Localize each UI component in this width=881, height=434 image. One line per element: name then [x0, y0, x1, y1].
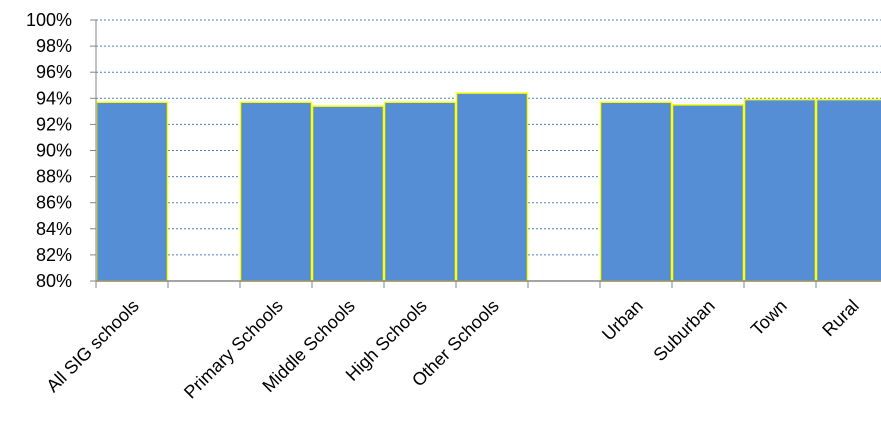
bar	[671, 104, 745, 282]
bar	[383, 101, 457, 282]
bar	[815, 98, 881, 282]
y-tick-label: 80%	[36, 271, 72, 291]
bar	[599, 101, 673, 282]
bar	[455, 92, 529, 282]
bar	[239, 101, 313, 282]
x-category-label: Rural	[818, 296, 863, 341]
axes	[90, 19, 881, 288]
y-tick-label: 96%	[36, 62, 72, 82]
y-tick-label: 88%	[36, 167, 72, 187]
x-category-label: Suburban	[649, 296, 718, 365]
y-tick-label: 92%	[36, 114, 72, 134]
y-tick-label: 84%	[36, 219, 72, 239]
x-category-label: Urban	[598, 296, 647, 345]
x-category-label: Town	[747, 296, 791, 340]
y-tick-label: 82%	[36, 245, 72, 265]
y-tick-label: 94%	[36, 88, 72, 108]
y-tick-label: 100%	[26, 10, 72, 30]
y-tick-label: 90%	[36, 141, 72, 161]
y-tick-labels: 80% 82% 84% 86% 88% 90% 92% 94% 96% 98% 100%	[26, 10, 72, 291]
bar	[743, 98, 817, 282]
y-tick-label: 86%	[36, 193, 72, 213]
y-tick-label: 98%	[36, 36, 72, 56]
x-category-label: All SIG schools	[42, 296, 142, 396]
bars	[95, 92, 881, 282]
bar	[95, 101, 169, 282]
bar	[311, 105, 385, 282]
